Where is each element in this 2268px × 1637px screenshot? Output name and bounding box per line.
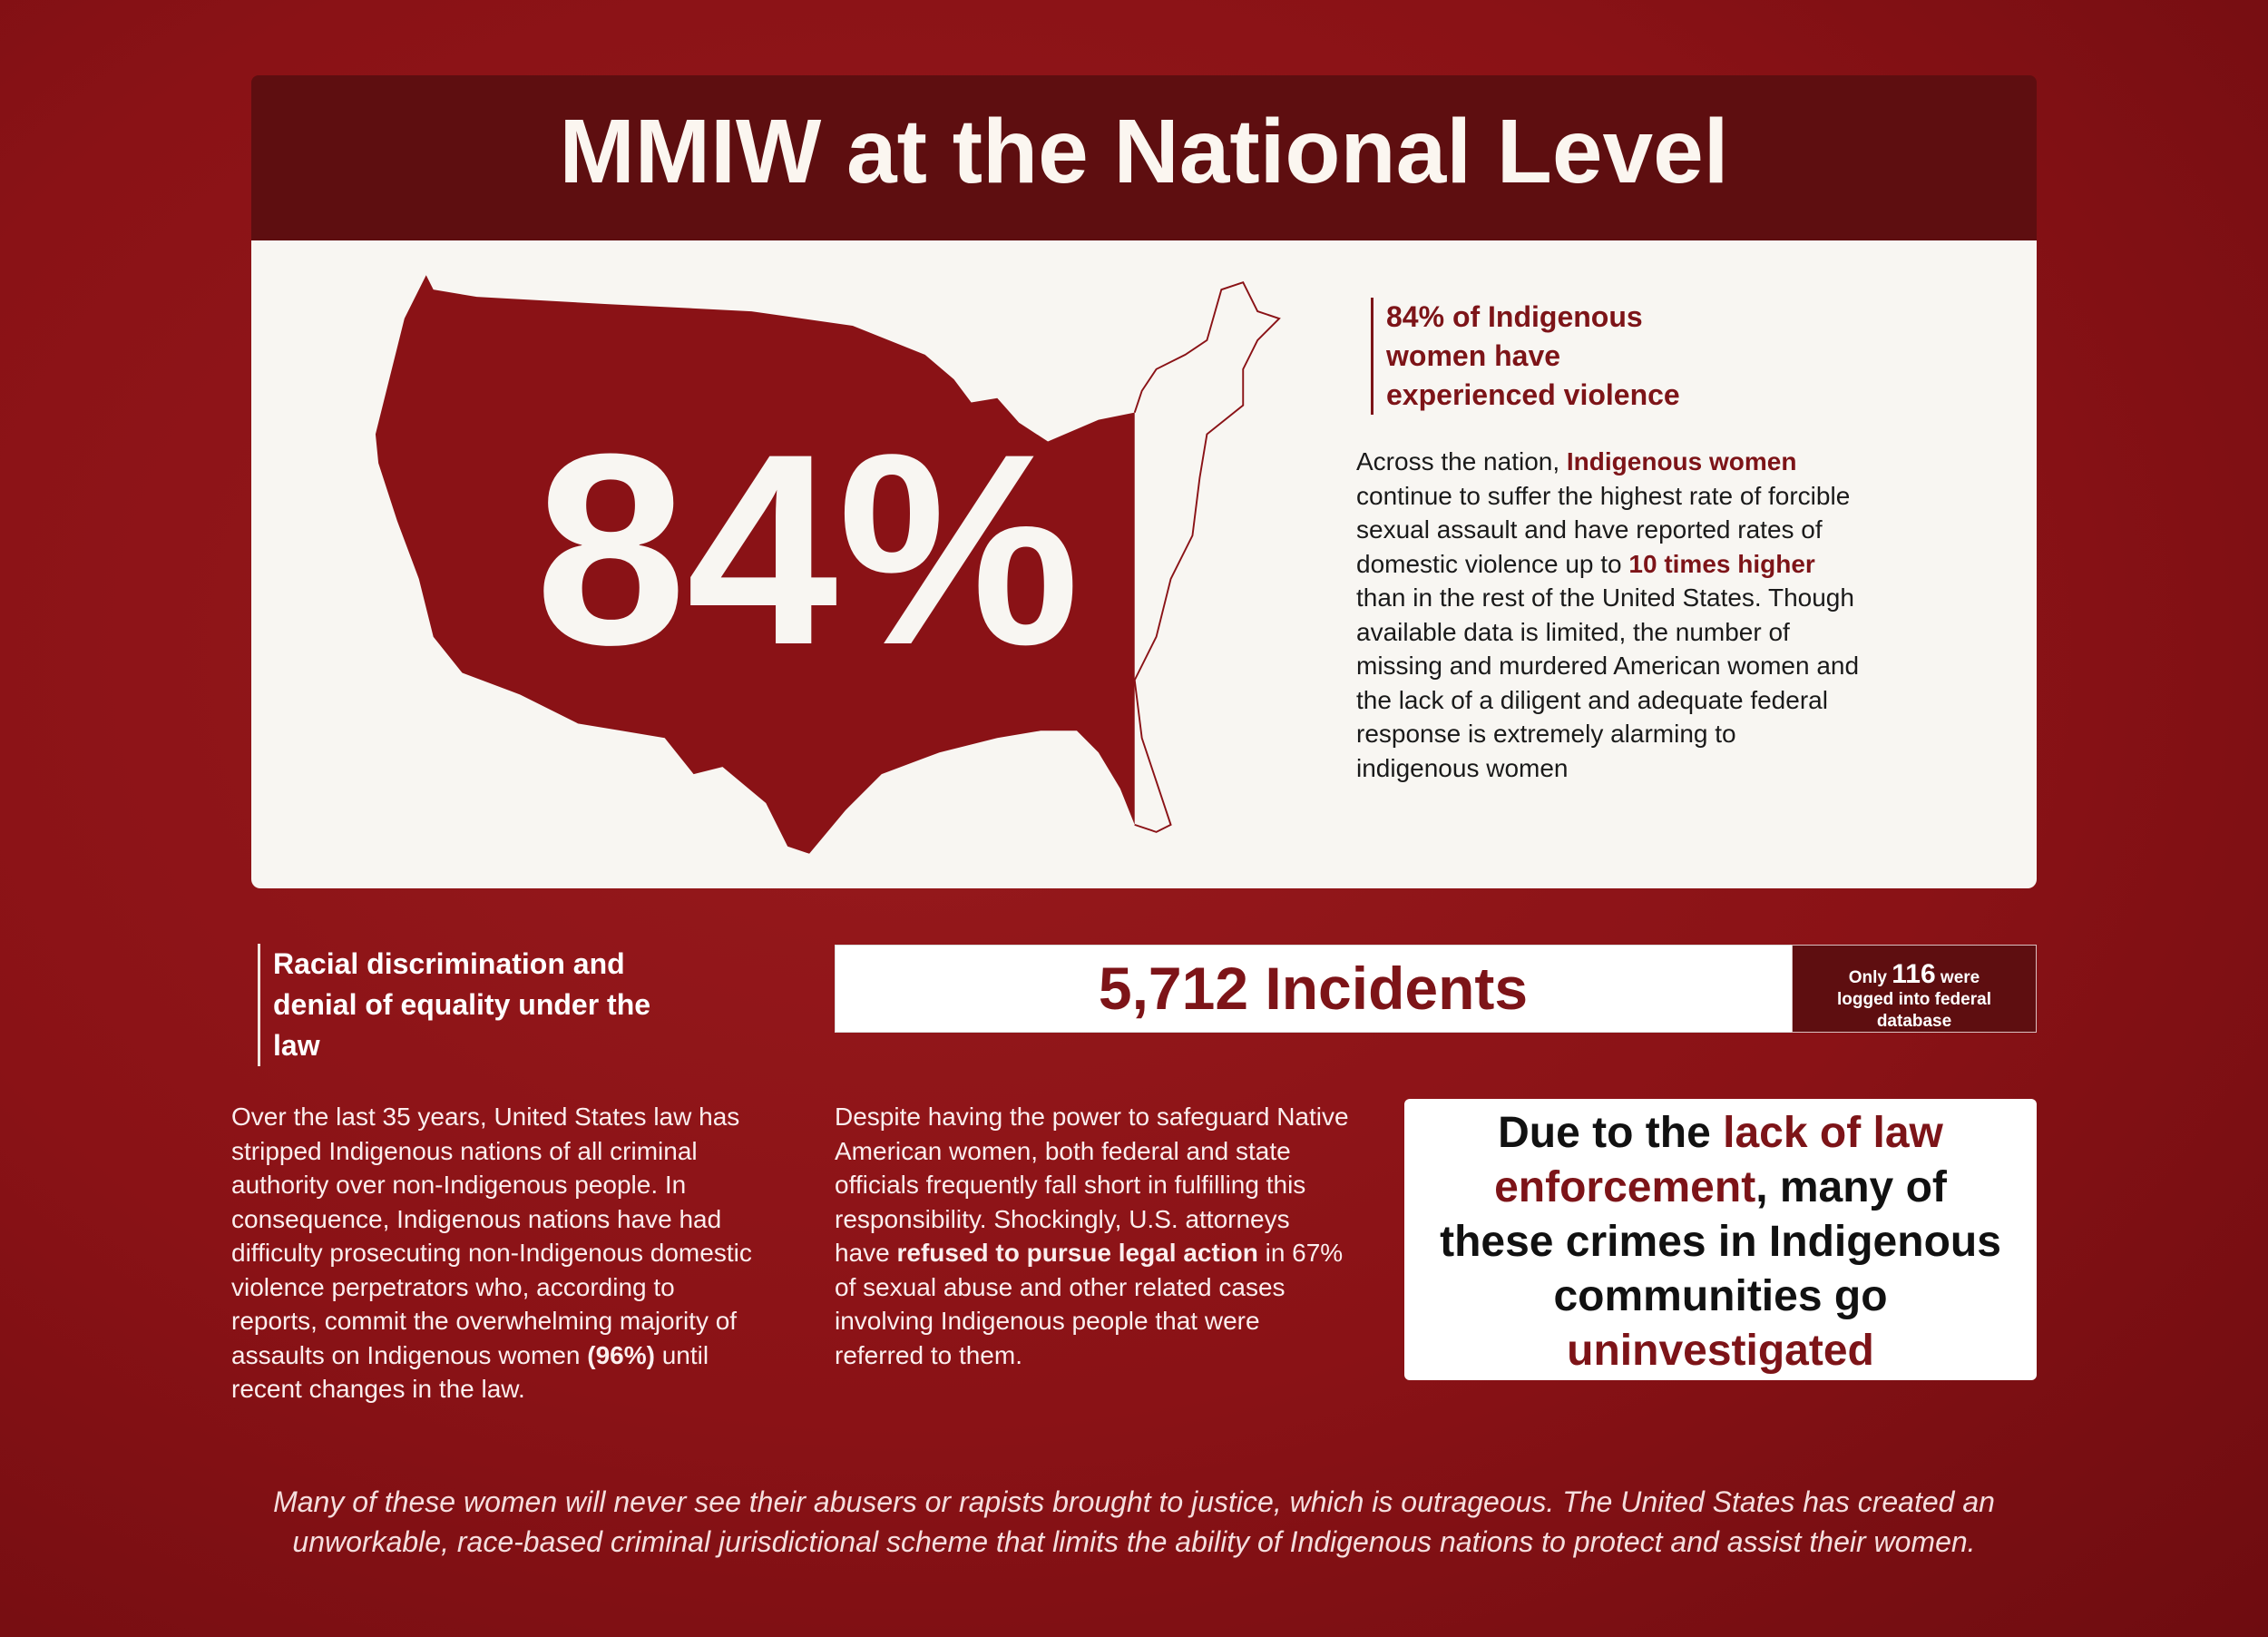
title-band [251, 75, 2037, 240]
discrimination-heading: Racial discrimination and denial of equa… [258, 944, 690, 1066]
text: continue to suffer the highest rate of f… [1356, 481, 1851, 578]
incidents-note: Only 116 were logged into federal databa… [1792, 945, 2037, 1033]
text: were logged into federal database [1837, 968, 1991, 1031]
discrimination-body: Over the last 35 years, United States la… [231, 1100, 753, 1407]
text: Across the nation, [1356, 447, 1567, 475]
highlight: 10 times higher [1628, 549, 1815, 578]
count: 116 [1892, 959, 1936, 989]
emphasis: refused to pursue legal action [896, 1239, 1258, 1267]
text: Due to the [1498, 1109, 1724, 1157]
us-map [375, 275, 1281, 854]
highlight: Indigenous women [1566, 447, 1797, 475]
big-stat: 84% [534, 397, 1080, 701]
highlight: uninvestigated [1567, 1327, 1874, 1375]
intro-heading: 84% of Indigenous women have experienced… [1371, 298, 1731, 415]
incidents-headline: 5,712 Incidents [1098, 955, 1529, 1022]
text: until recent changes in the law. [231, 1340, 709, 1404]
map-outline [1133, 281, 1281, 833]
text: Only [1848, 968, 1892, 987]
attorneys-body: Despite having the power to safeguard Na… [835, 1100, 1352, 1372]
title: MMIW at the National Level [559, 101, 1729, 202]
callout-box: Due to the lack of law enforcement, many… [1404, 1099, 2037, 1380]
map-fill [375, 275, 1135, 854]
highlight: lack of law enforcement [1494, 1109, 1943, 1211]
emphasis: (96%) [587, 1340, 655, 1369]
footer: Many of these women will never see their… [273, 1485, 1995, 1558]
text: Despite having the power to safeguard Na… [835, 1103, 1349, 1267]
text: Over the last 35 years, United States la… [231, 1103, 752, 1369]
text: than in the rest of the United States. T… [1356, 583, 1860, 782]
text: in 67% of sexual abuse and other related… [835, 1239, 1344, 1369]
intro-body: Across the nation, Indigenous women cont… [1356, 445, 1864, 785]
text: , many of these crimes in Indigenous com… [1440, 1163, 2001, 1320]
